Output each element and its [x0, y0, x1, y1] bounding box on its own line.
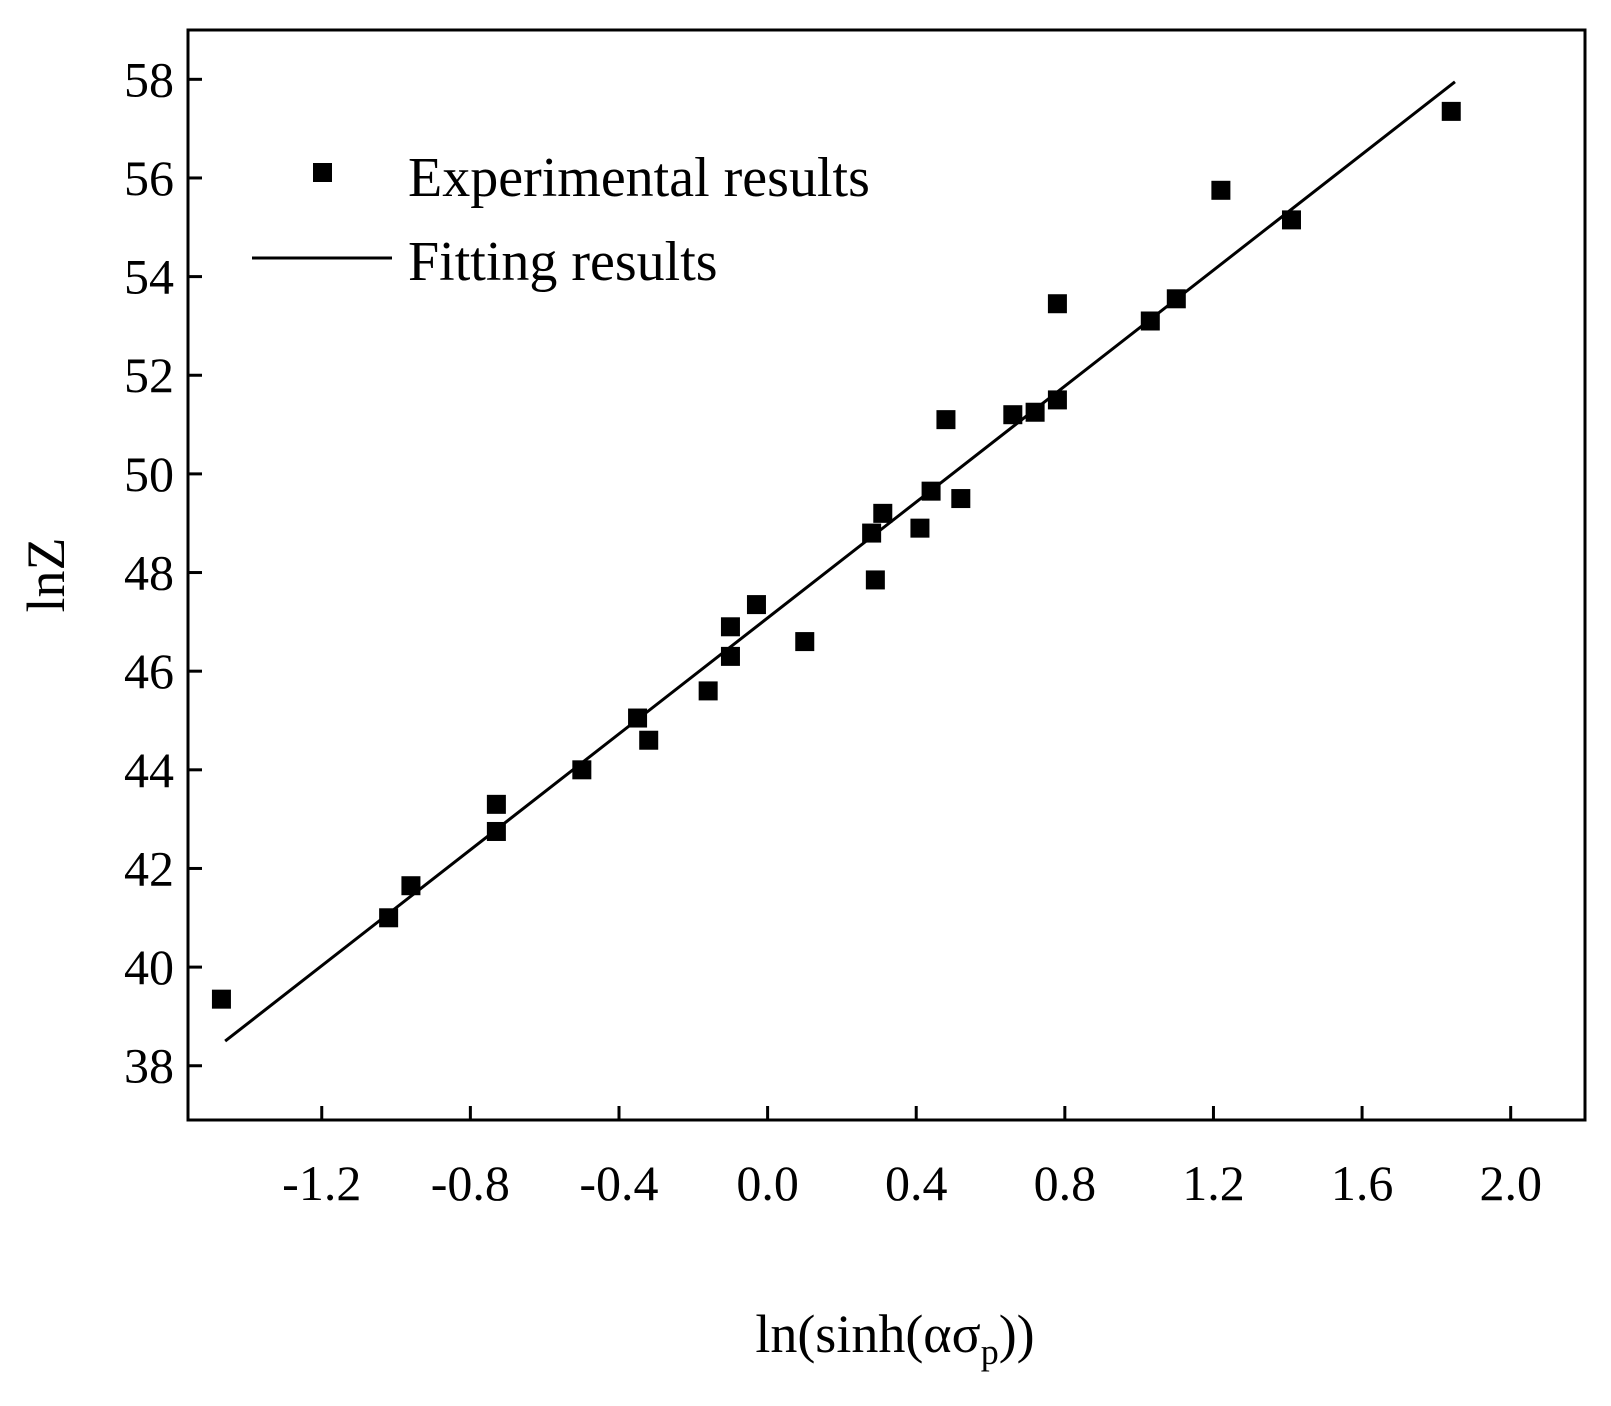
data-point	[379, 908, 399, 928]
data-point	[1211, 180, 1231, 200]
y-tick-label: 42	[124, 840, 174, 896]
data-point	[921, 481, 941, 501]
x-axis-title: ln(sinh(ασp))	[755, 1304, 1034, 1372]
x-axis-title-suffix: ))	[999, 1304, 1035, 1364]
x-tick-label: 0.8	[1034, 1155, 1097, 1211]
legend-label-experimental: Experimental results	[408, 147, 870, 209]
data-point	[865, 570, 885, 590]
y-tick-label: 52	[124, 347, 174, 403]
x-tick-label: 2.0	[1479, 1155, 1542, 1211]
data-point	[1003, 405, 1023, 425]
fit-layer	[224, 80, 1456, 1043]
data-point	[572, 760, 592, 780]
data-point	[795, 632, 815, 652]
y-tick-label: 38	[124, 1038, 174, 1094]
data-point	[1025, 402, 1045, 422]
y-tick-label: 54	[124, 249, 174, 305]
x-tick-label: 1.6	[1331, 1155, 1394, 1211]
data-point	[720, 646, 740, 666]
data-point	[401, 876, 421, 896]
x-tick-label: -1.2	[282, 1155, 361, 1211]
y-tick-label: 44	[124, 742, 174, 798]
data-point	[1047, 294, 1067, 314]
data-point	[720, 617, 740, 637]
data-point	[746, 595, 766, 615]
data-point	[698, 681, 718, 701]
data-point	[936, 410, 956, 430]
y-tick-label: 50	[124, 446, 174, 502]
data-point	[951, 489, 971, 509]
fit-line	[224, 80, 1456, 1043]
data-point	[1140, 311, 1160, 331]
y-tick-label: 40	[124, 939, 174, 995]
data-point	[486, 794, 506, 814]
data-point	[1047, 390, 1067, 410]
data-point	[628, 708, 648, 728]
legend: Experimental results Fitting results	[252, 147, 870, 293]
legend-marker-square	[313, 163, 332, 182]
data-point	[486, 821, 506, 841]
points-layer	[211, 101, 1461, 1009]
y-tick-label: 48	[124, 545, 174, 601]
data-point	[639, 730, 659, 750]
data-point	[1441, 101, 1461, 121]
x-axis-ticks: -1.2 -0.8 -0.4 0.0 0.4 0.8 1.2 1.6 2.0	[282, 1106, 1542, 1211]
legend-label-fitting: Fitting results	[408, 231, 718, 293]
data-point	[910, 518, 930, 538]
data-point	[1281, 210, 1301, 230]
x-tick-label: -0.8	[431, 1155, 510, 1211]
y-tick-label: 56	[124, 150, 174, 206]
y-axis-ticks: 38 40 42 44 46 48 50 52 54 56 58	[124, 51, 202, 1094]
x-tick-label: 0.4	[885, 1155, 948, 1211]
x-tick-label: 0.0	[736, 1155, 799, 1211]
data-point	[862, 523, 882, 543]
plot-frame	[186, 28, 1587, 1122]
data-point	[873, 503, 893, 523]
data-point	[211, 989, 231, 1009]
y-axis-title: lnZ	[16, 538, 76, 613]
x-tick-label: -0.4	[579, 1155, 658, 1211]
y-tick-label: 58	[124, 51, 174, 107]
x-tick-label: 1.2	[1182, 1155, 1245, 1211]
data-point	[1166, 289, 1186, 309]
x-axis-title-main: ln(sinh(ασ	[755, 1304, 980, 1364]
y-tick-label: 46	[124, 643, 174, 699]
x-axis-title-subscript: p	[981, 1332, 999, 1372]
